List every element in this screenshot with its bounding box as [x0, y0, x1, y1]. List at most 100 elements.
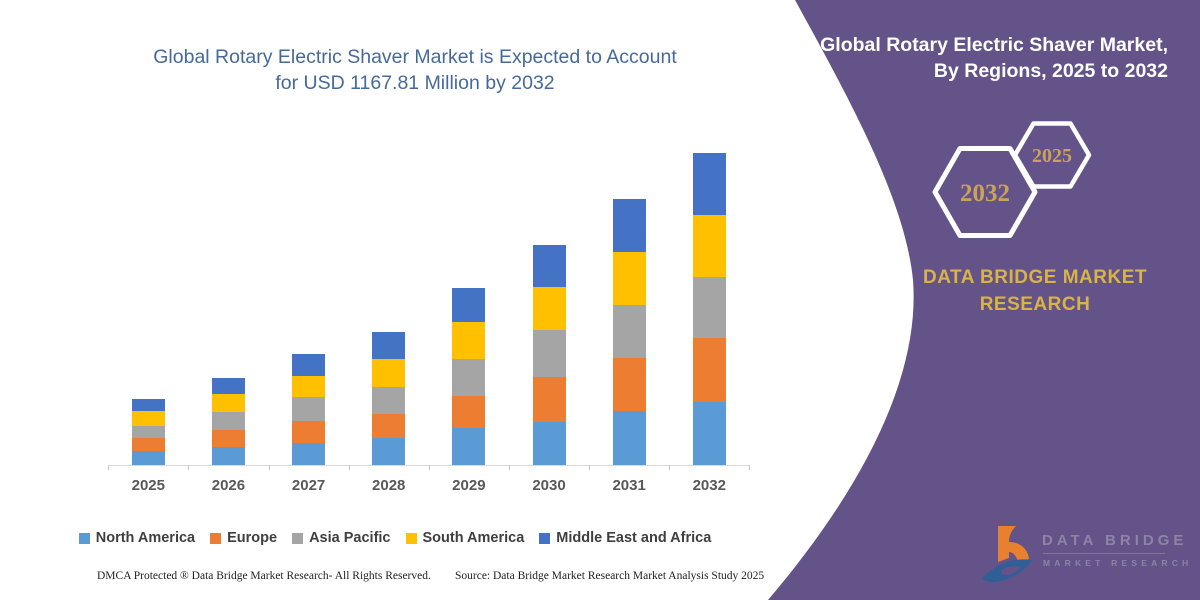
data-bridge-logo: DATA BRIDGE MARKET RESEARCH	[980, 520, 1190, 590]
legend-swatch-north-america	[78, 532, 90, 544]
logo-b-bowl	[1009, 542, 1029, 563]
x-axis-tick	[508, 465, 510, 470]
bar-segment-2027-middle-east-and-africa	[292, 354, 326, 376]
bar-segment-2025-asia-pacific	[131, 426, 165, 438]
legend-item-middle-east-and-africa: Middle East and Africa	[539, 530, 711, 546]
legend-swatch-asia-pacific	[292, 532, 304, 544]
bar-segment-2026-europe	[211, 430, 245, 447]
x-axis-label-2027: 2027	[291, 477, 326, 494]
bar-segment-2030-europe	[532, 377, 566, 422]
purple-panel-shape	[768, 0, 1200, 600]
bar-segment-2032-north-america	[692, 402, 726, 465]
x-axis-label-2032: 2032	[692, 477, 726, 494]
bar-segment-2030-north-america	[532, 422, 566, 465]
bar-segment-2028-europe	[372, 414, 406, 438]
bar-segment-2032-middle-east-and-africa	[692, 153, 726, 215]
bar-segment-2028-asia-pacific	[372, 387, 406, 414]
legend-label: North America	[95, 530, 196, 546]
bar-segment-2028-middle-east-and-africa	[372, 332, 406, 359]
bar-segment-2028-south-america	[372, 359, 406, 387]
x-axis-label-2030: 2030	[532, 477, 566, 494]
bar-2031	[612, 199, 646, 465]
logo-b-icon	[982, 526, 1032, 582]
x-axis-tick	[669, 465, 671, 470]
bar-segment-2030-south-america	[532, 287, 566, 330]
bar-2029	[452, 288, 486, 465]
bar-segment-2026-middle-east-and-africa	[211, 378, 245, 394]
dmca-notice: DMCA Protected ® Data Bridge Market Rese…	[97, 570, 431, 582]
bar-segment-2027-south-america	[292, 376, 326, 397]
x-axis-tick	[749, 465, 751, 470]
bar-segment-2027-europe	[292, 421, 326, 443]
bar-segment-2025-middle-east-and-africa	[131, 399, 165, 411]
legend-item-europe: Europe	[210, 530, 277, 546]
legend-label: South America	[422, 530, 525, 546]
bar-segment-2025-europe	[131, 438, 165, 451]
bar-2025	[131, 399, 165, 465]
bar-segment-2031-middle-east-and-africa	[612, 199, 646, 252]
bar-segment-2027-asia-pacific	[292, 397, 326, 421]
legend-label: Middle East and Africa	[556, 530, 712, 546]
x-axis-label-2031: 2031	[612, 477, 646, 494]
bar-2030	[532, 245, 566, 465]
legend-item-asia-pacific: Asia Pacific	[292, 530, 391, 546]
x-axis-label-2025: 2025	[131, 477, 165, 494]
panel-title-line2: By Regions, 2025 to 2032	[933, 60, 1168, 82]
x-axis-tick	[428, 465, 430, 470]
hexagon-2032-label: 2032	[960, 180, 1010, 207]
logo-swoosh-cutout	[1001, 566, 1021, 576]
bar-segment-2032-asia-pacific	[692, 277, 726, 338]
bar-segment-2031-north-america	[612, 411, 646, 465]
brand-text-line1: DATA BRIDGE MARKET	[923, 267, 1147, 288]
bar-segment-2032-south-america	[692, 215, 726, 277]
bar-2027	[292, 354, 326, 465]
legend-swatch-europe	[210, 532, 222, 544]
bar-2026	[211, 378, 245, 465]
x-axis-tick	[348, 465, 350, 470]
x-axis-tick	[188, 465, 190, 470]
legend-item-south-america: South America	[405, 530, 525, 546]
bar-segment-2027-north-america	[292, 443, 326, 465]
bar-segment-2029-asia-pacific	[452, 359, 486, 396]
source-note: Source: Data Bridge Market Research Mark…	[455, 570, 765, 582]
hexagon-2025-label: 2025	[1032, 145, 1072, 167]
logo-name: DATA BRIDGE	[1042, 532, 1188, 549]
bar-segment-2026-asia-pacific	[211, 412, 245, 430]
logo-b-stem	[998, 526, 1016, 562]
x-axis-tick	[108, 465, 110, 470]
brand-text-line2: RESEARCH	[979, 294, 1091, 315]
x-axis-label-2028: 2028	[372, 477, 406, 494]
legend-swatch-south-america	[405, 532, 417, 544]
bar-segment-2026-south-america	[211, 394, 245, 412]
bar-segment-2030-asia-pacific	[532, 330, 566, 377]
chart-title-line1: Global Rotary Electric Shaver Market is …	[153, 46, 677, 68]
legend-item-north-america: North America	[78, 530, 196, 546]
legend-swatch-middle-east-and-africa	[539, 532, 551, 544]
bar-segment-2030-middle-east-and-africa	[532, 245, 566, 287]
x-axis-label-2029: 2029	[452, 477, 486, 494]
bar-segment-2031-europe	[612, 358, 646, 411]
bar-segment-2029-middle-east-and-africa	[452, 288, 486, 322]
bar-segment-2031-south-america	[612, 252, 646, 305]
panel-title-line1: Global Rotary Electric Shaver Market,	[820, 34, 1168, 56]
panel-title: Global Rotary Electric Shaver Market, By…	[748, 32, 1168, 84]
logo-subtitle: MARKET RESEARCH	[1043, 558, 1193, 568]
x-axis-label-2026: 2026	[211, 477, 246, 494]
bar-segment-2029-north-america	[452, 428, 486, 465]
legend-label: Asia Pacific	[309, 530, 391, 546]
chart-title-line2: for USD 1167.81 Million by 2032	[275, 72, 555, 94]
x-axis-tick	[268, 465, 270, 470]
stacked-bar-plot: 2025 2026 2027 2028 2029 2030 2031 2032	[108, 153, 751, 494]
bar-segment-2031-asia-pacific	[612, 305, 646, 358]
x-axis-tick	[589, 465, 591, 470]
bar-segment-2029-south-america	[452, 322, 486, 359]
bar-2028	[372, 332, 406, 465]
legend-label: Europe	[227, 530, 278, 546]
bar-segment-2028-north-america	[372, 438, 406, 465]
chart-title: Global Rotary Electric Shaver Market is …	[30, 44, 800, 96]
chart-legend: North America Europe Asia Pacific South Ame…	[0, 530, 790, 546]
bar-segment-2032-europe	[692, 338, 726, 402]
bar-segment-2029-europe	[452, 396, 486, 428]
